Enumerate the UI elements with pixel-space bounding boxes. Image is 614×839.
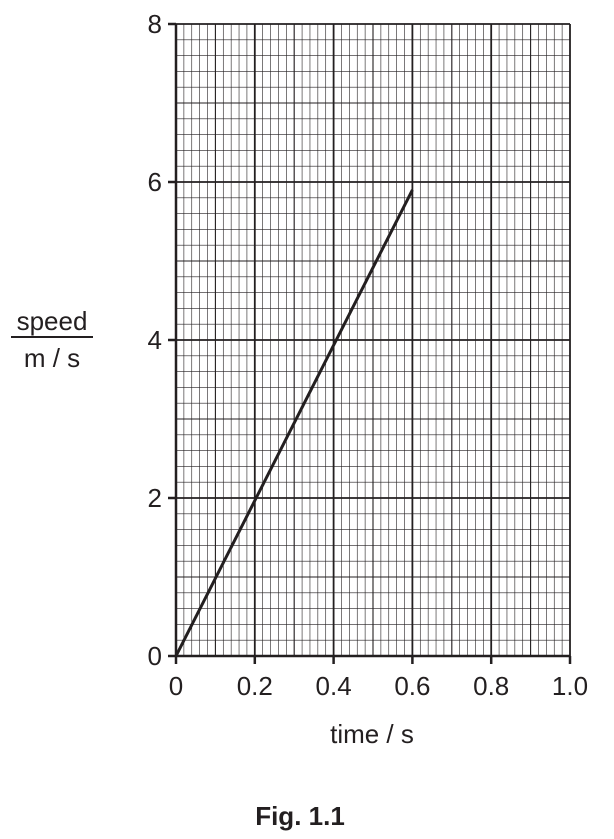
x-axis-title: time / s bbox=[330, 719, 414, 749]
x-tick-label: 0.2 bbox=[237, 671, 273, 701]
y-tick-label: 8 bbox=[148, 9, 162, 39]
y-tick-label: 2 bbox=[148, 483, 162, 513]
x-tick-label: 0.6 bbox=[394, 671, 430, 701]
y-tick-label: 4 bbox=[148, 325, 162, 355]
tick-labels: 0 2 4 6 8 0 0.2 0.4 0.6 0.8 1.0 bbox=[148, 9, 589, 701]
y-axis-title-top: speed bbox=[17, 306, 88, 336]
y-axis-title-bottom: m / s bbox=[24, 343, 80, 373]
x-tick-label: 0.4 bbox=[316, 671, 352, 701]
figure-caption: Fig. 1.1 bbox=[255, 801, 345, 831]
speed-time-line bbox=[174, 189, 414, 657]
x-tick-label: 0 bbox=[169, 671, 183, 701]
x-tick-label: 1.0 bbox=[552, 671, 588, 701]
data-series bbox=[174, 189, 414, 657]
y-tick-label: 6 bbox=[148, 167, 162, 197]
y-tick-label: 0 bbox=[148, 641, 162, 671]
x-tick-label: 0.8 bbox=[473, 671, 509, 701]
axes bbox=[168, 22, 572, 664]
